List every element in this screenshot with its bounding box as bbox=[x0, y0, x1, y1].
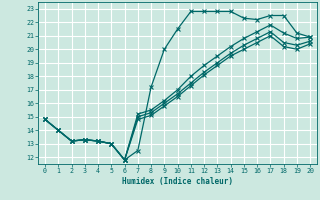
X-axis label: Humidex (Indice chaleur): Humidex (Indice chaleur) bbox=[122, 177, 233, 186]
